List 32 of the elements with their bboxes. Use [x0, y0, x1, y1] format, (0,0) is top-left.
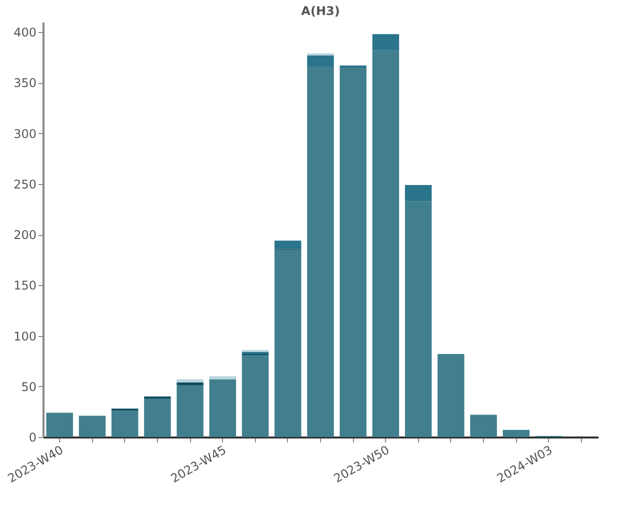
y-tick-label: 400 — [14, 26, 36, 40]
bar — [274, 240, 302, 249]
bar — [111, 410, 138, 437]
bar — [209, 379, 236, 437]
bar — [470, 414, 497, 437]
y-tick-label: 200 — [14, 228, 36, 242]
chart-title: A(H3) — [301, 4, 340, 18]
bar — [176, 382, 204, 386]
bar — [209, 376, 236, 380]
y-tick-label: 50 — [21, 380, 36, 394]
bar — [372, 34, 400, 50]
bar — [307, 55, 334, 67]
y-tick-label: 350 — [14, 76, 36, 90]
bar — [144, 398, 171, 437]
bar — [404, 201, 432, 437]
y-tick-label: 150 — [14, 278, 36, 293]
bar — [78, 416, 106, 437]
bar — [242, 355, 269, 437]
y-tick-label: 250 — [14, 177, 36, 192]
bar — [176, 385, 204, 437]
y-tick-label: 100 — [14, 329, 36, 344]
y-tick-label: 300 — [14, 126, 36, 141]
bar — [372, 50, 400, 437]
bar — [274, 250, 302, 437]
bar — [502, 430, 530, 437]
bar — [176, 379, 204, 382]
bar — [46, 412, 73, 437]
bar — [340, 68, 366, 437]
y-tick-label: 0 — [28, 430, 36, 444]
bar — [438, 354, 464, 437]
bar — [404, 184, 432, 202]
bar — [307, 66, 334, 437]
